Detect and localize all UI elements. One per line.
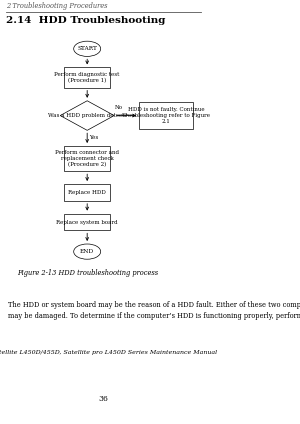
Text: Was a HDD problem detect?: Was a HDD problem detect? [48,113,127,118]
Text: 2.14  HDD Troubleshooting: 2.14 HDD Troubleshooting [6,16,166,25]
Text: No: No [115,106,123,111]
Text: END: END [80,249,94,254]
Text: The HDD or system board may be the reason of a HDD fault. Either of these two co: The HDD or system board may be the reaso… [8,301,300,310]
Text: may be damaged. To determine if the computer’s HDD is functioning properly, perf: may be damaged. To determine if the comp… [8,312,300,320]
Text: START: START [77,46,97,51]
Text: Figure 2-13 HDD troubleshooting process: Figure 2-13 HDD troubleshooting process [16,268,158,276]
FancyBboxPatch shape [139,102,193,129]
FancyBboxPatch shape [64,184,110,201]
Text: Replace system board: Replace system board [56,220,118,225]
Ellipse shape [74,41,101,56]
Text: Perform connector and
replacement check
(Procedure 2): Perform connector and replacement check … [55,150,119,167]
Polygon shape [60,101,114,130]
Text: Perform diagnostic test
(Procedure 1): Perform diagnostic test (Procedure 1) [55,72,120,83]
Ellipse shape [74,244,101,259]
Text: Yes: Yes [89,135,98,140]
Text: 36: 36 [99,395,109,403]
Text: 2 Troubleshooting Procedures: 2 Troubleshooting Procedures [6,2,108,10]
Text: HDD is not faulty. Continue
troubleshooting refer to Figure
2.1: HDD is not faulty. Continue troubleshoot… [123,107,210,124]
FancyBboxPatch shape [64,146,110,171]
FancyBboxPatch shape [64,67,110,88]
Text: Satellite L450D/455D, Satellite pro L450D Series Maintenance Manual: Satellite L450D/455D, Satellite pro L450… [0,350,217,355]
FancyBboxPatch shape [64,214,110,231]
Text: Replace HDD: Replace HDD [68,190,106,195]
